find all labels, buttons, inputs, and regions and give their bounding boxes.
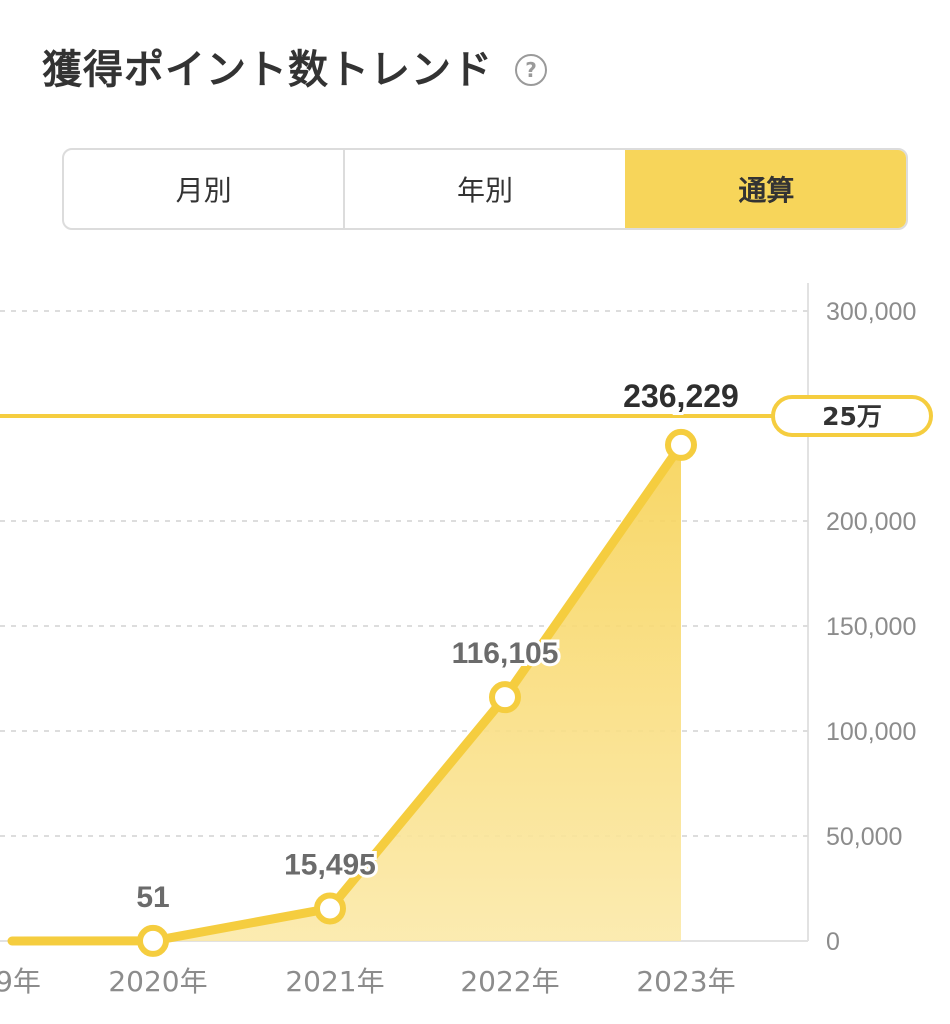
y-tick-label: 150,000 xyxy=(826,613,916,641)
tab-cumulative[interactable]: 通算 xyxy=(624,150,906,228)
question-circle-icon[interactable]: ? xyxy=(515,54,547,86)
x-tick-label: 2023年 xyxy=(636,965,735,998)
y-tick-label: 200,000 xyxy=(826,508,916,536)
data-point xyxy=(489,681,521,714)
x-tick-label: 2022年 xyxy=(460,965,559,998)
target-label: 25万 xyxy=(822,402,882,431)
tab-monthly[interactable]: 月別 xyxy=(175,174,232,207)
x-tick-label: 2021年 xyxy=(285,965,384,998)
data-point xyxy=(665,428,697,461)
x-tick-label: 2020年 xyxy=(108,965,207,998)
data-point xyxy=(314,892,346,925)
data-point xyxy=(137,924,169,957)
series-area xyxy=(153,444,681,941)
data-label: 15,495 xyxy=(284,848,376,881)
y-tick-label: 50,000 xyxy=(826,823,902,851)
y-tick-label: 300,000 xyxy=(826,298,916,326)
data-label: 116,105 xyxy=(452,637,559,670)
page-title: 獲得ポイント数トレンド xyxy=(42,47,493,93)
x-tick-label: 9年 xyxy=(0,965,41,998)
y-tick-label: 0 xyxy=(826,928,840,956)
y-tick-label: 100,000 xyxy=(826,718,916,746)
tab-yearly[interactable]: 年別 xyxy=(343,150,624,228)
header: 獲得ポイント数トレンド ? xyxy=(42,44,547,96)
data-label: 236,229 xyxy=(623,378,739,414)
data-label: 51 xyxy=(136,881,169,914)
target-badge xyxy=(771,395,933,437)
period-segmented-control: 月別 年別 通算 xyxy=(62,148,908,230)
